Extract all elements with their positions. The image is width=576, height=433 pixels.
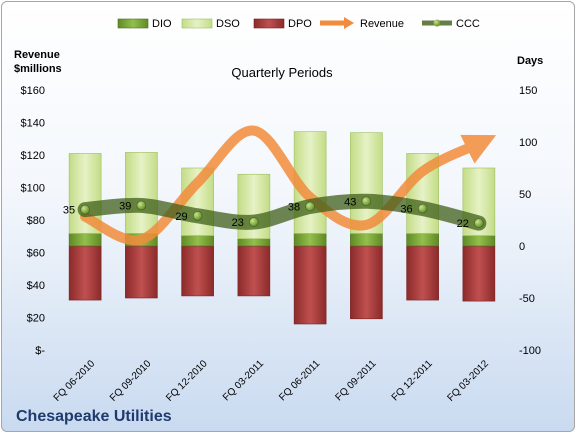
legend-swatch [181,18,213,29]
right-tick-label: 100 [519,137,537,149]
company-name: Chesapeake Utilities [16,408,172,425]
ccc-point [249,217,259,227]
right-tick-label: 50 [519,189,531,201]
left-axis-title-line2: $millions [14,63,62,75]
legend-swatch [253,18,285,29]
left-tick-label: $120 [21,150,45,162]
left-tick-label: $20 [27,313,45,325]
x-tick-label: FQ 09-2011 [334,358,379,403]
ccc-data-label: 38 [288,201,300,213]
line-series: 35 39 29 23 38 43 36 22 [63,125,497,246]
legend-label: DIO [152,18,172,30]
legend-swatch-arrowhead [344,17,354,29]
dio-bar [68,233,102,247]
ccc-data-label: 36 [400,204,412,216]
ccc-data-label: 22 [457,218,469,230]
dio-bar [350,233,383,247]
right-tick-label: 150 [519,85,537,97]
ccc-data-label: 43 [344,196,356,208]
legend-label: DPO [288,18,312,30]
ccc-data-label: 23 [232,217,244,229]
legend-swatch [117,18,149,29]
dpo-bar [350,245,383,320]
left-tick-label: $160 [21,85,45,97]
ccc-data-label: 39 [119,200,131,212]
right-tick-label: -50 [519,293,535,305]
dio-bar [462,235,496,247]
right-tick-label: -100 [519,345,541,357]
x-tick-label: FQ 06-2011 [277,358,322,403]
ccc-point [417,203,428,214]
dpo-bar [406,245,439,301]
dio-bar [181,235,214,247]
ccc-point [474,218,484,228]
left-axis-title-line1: Revenue [14,49,60,61]
dpo-bar [237,245,271,297]
left-tick-label: $100 [21,183,45,195]
dpo-bar [181,245,214,297]
dpo-bar [68,245,102,301]
chart-title: Quarterly Periods [231,65,333,80]
dso-bar [125,152,158,234]
legend-swatch-dot [433,19,441,27]
dio-bar [237,238,271,247]
x-tick-label: FQ 03-2012 [445,358,491,404]
ccc-data-label: 35 [63,205,75,217]
x-tick-label: FQ 09-2010 [108,358,154,404]
x-tick-label: FQ 12-2010 [164,358,210,404]
left-axis: $- $20 $40 $60 $80 $100 $120 $140 $160 [21,85,46,357]
x-tick-label: FQ 06-2010 [52,358,98,404]
x-axis: FQ 06-2010 FQ 09-2010 FQ 12-2010 FQ 03-2011… [52,358,492,404]
legend-label: DSO [216,18,240,30]
dpo-bar [293,245,327,325]
ccc-point [192,211,203,221]
ccc-point [136,200,147,211]
left-tick-label: $140 [21,118,45,130]
ccc-point [80,204,90,215]
x-tick-label: FQ 12-2011 [390,358,435,403]
ccc-point [305,201,315,212]
x-tick-label: FQ 03-2011 [221,358,266,403]
right-axis-title: Days [517,55,543,67]
left-tick-label: $60 [27,248,45,260]
right-tick-label: 0 [519,241,525,253]
dio-bar [293,233,327,247]
right-axis: -100 -50 0 50 100 150 [519,85,541,357]
dpo-bar [125,245,158,299]
dpo-bar [462,245,496,302]
left-tick-label: $40 [27,280,45,292]
left-tick-label: $80 [27,215,45,227]
legend-label: CCC [456,18,480,30]
ccc-point [361,196,372,207]
ccc-data-label: 29 [175,211,187,223]
revenue-line [80,125,497,246]
legend-label: Revenue [360,18,404,30]
left-tick-label: $- [35,345,45,357]
dio-bar [406,233,439,247]
legend: DIO DSO DPO Revenue CCC [117,17,480,30]
